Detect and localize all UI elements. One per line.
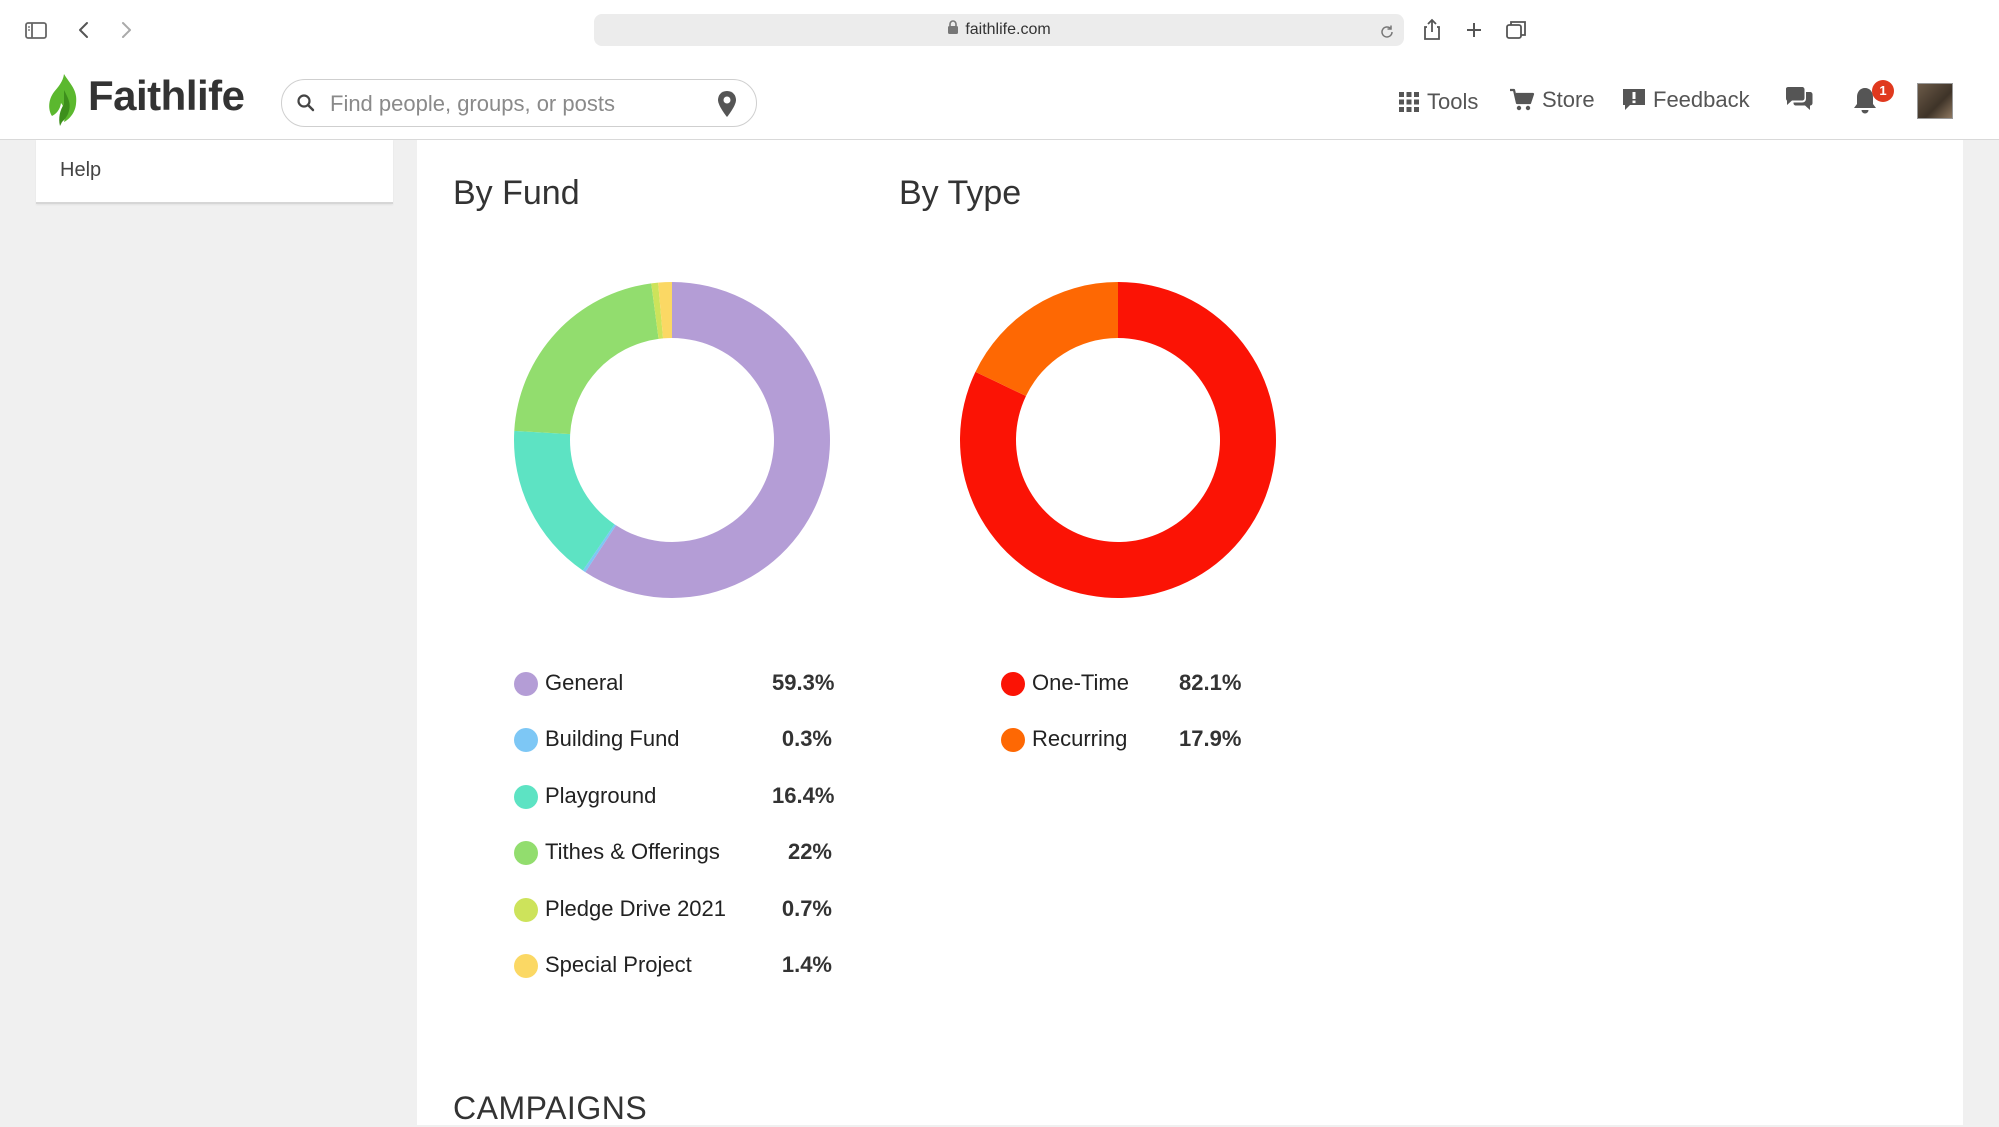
campaigns-heading: CAMPAIGNS: [453, 1090, 648, 1126]
search-box[interactable]: [281, 79, 757, 127]
legend-percent: 59.3%: [772, 670, 835, 695]
donut-slice-pledge-drive-2021[interactable]: [651, 282, 664, 339]
donut-slice-building-fund[interactable]: [582, 524, 617, 573]
legend-percent: 22%: [787, 839, 832, 865]
legend-item: General 59.3%: [514, 670, 834, 726]
legend-label: General: [545, 670, 624, 695]
feedback-nav[interactable]: Feedback: [1622, 84, 1750, 116]
search-icon: [296, 93, 316, 118]
legend-item: Recurring 17.9%: [1001, 726, 1261, 782]
legend-label: Special Project: [545, 951, 692, 977]
sidebar-menu: Help: [36, 140, 393, 204]
brand-logo-text[interactable]: Faithlife: [88, 72, 245, 119]
by-fund-legend: General 59.3% Building Fund 0.3% Playground 1…: [514, 670, 834, 1008]
legend-item: Tithes & Offerings 22%: [514, 839, 834, 895]
forward-icon[interactable]: [110, 14, 142, 46]
donut-slice-tithes-offerings[interactable]: [514, 283, 659, 435]
legend-percent: 0.3%: [781, 726, 832, 752]
legend-label: Playground: [545, 782, 657, 808]
apps-grid-icon: [1399, 92, 1419, 112]
legend-color-dot: [514, 784, 538, 809]
legend-label: Pledge Drive 2021: [545, 895, 727, 921]
sidebar-item-help[interactable]: Help: [60, 159, 102, 181]
feedback-label: Feedback: [1653, 87, 1750, 112]
notifications-bell-icon[interactable]: [1851, 86, 1879, 121]
donut-slice-general[interactable]: [585, 282, 830, 598]
site-header: Faithlife Tools Store Feedback: [0, 60, 1999, 140]
store-nav[interactable]: Store: [1509, 84, 1595, 116]
legend-label: Building Fund: [545, 726, 680, 752]
main-panel: By Fund By Type General 59.3% Building Fun…: [417, 140, 1963, 1126]
new-tab-icon[interactable]: [1458, 14, 1490, 46]
legend-color-dot: [1001, 728, 1025, 753]
donut-slice-playground[interactable]: [514, 430, 615, 571]
legend-label: Recurring: [1032, 726, 1128, 752]
share-icon[interactable]: [1416, 14, 1448, 46]
donut-slice-recurring[interactable]: [975, 282, 1118, 396]
avatar[interactable]: [1917, 83, 1953, 119]
by-fund-donut-chart: [514, 282, 830, 598]
legend-percent: 17.9%: [1179, 726, 1242, 752]
by-fund-title: By Fund: [453, 174, 580, 212]
by-type-legend: One-Time 82.1% Recurring 17.9%: [1001, 670, 1261, 783]
store-label: Store: [1542, 87, 1595, 112]
legend-color-dot: [514, 897, 538, 922]
by-type-donut-chart: [960, 282, 1276, 598]
donut-slice-one-time[interactable]: [960, 282, 1276, 598]
faithlife-flame-icon[interactable]: [44, 70, 84, 130]
legend-percent: 1.4%: [781, 951, 832, 977]
by-type-title: By Type: [899, 174, 1022, 212]
legend-color-dot: [514, 672, 538, 696]
browser-toolbar: faithlife.com: [0, 0, 1999, 60]
legend-item: Pledge Drive 2021 0.7%: [514, 896, 834, 952]
legend-percent: 0.7%: [781, 895, 832, 921]
legend-percent: 16.4%: [772, 782, 835, 808]
legend-percent: 82.1%: [1179, 670, 1242, 695]
legend-label: One-Time: [1032, 670, 1129, 695]
sidebar-toggle-icon[interactable]: [20, 14, 52, 46]
reload-icon[interactable]: [1378, 21, 1396, 53]
tools-label: Tools: [1427, 89, 1479, 114]
tools-nav[interactable]: Tools: [1398, 86, 1478, 118]
legend-color-dot: [514, 841, 538, 866]
legend-label: Tithes & Offerings: [545, 839, 720, 865]
tab-overview-icon[interactable]: [1500, 14, 1532, 46]
url-text: faithlife.com: [965, 21, 1051, 39]
location-pin-icon[interactable]: [716, 90, 738, 123]
back-icon[interactable]: [68, 14, 100, 46]
legend-color-dot: [514, 728, 538, 753]
legend-color-dot: [1001, 672, 1025, 696]
address-bar[interactable]: faithlife.com: [594, 14, 1404, 46]
cart-icon: [1510, 88, 1535, 111]
donut-slice-special-project[interactable]: [658, 282, 672, 339]
notification-badge: 1: [1872, 80, 1894, 102]
legend-color-dot: [514, 953, 538, 978]
messages-icon[interactable]: [1784, 86, 1814, 119]
lock-icon: [947, 14, 959, 46]
legend-item: Special Project 1.4%: [514, 952, 834, 1008]
feedback-icon: [1623, 89, 1645, 110]
legend-item: Playground 16.4%: [514, 783, 834, 839]
search-input[interactable]: [328, 88, 692, 120]
legend-item: Building Fund 0.3%: [514, 726, 834, 782]
legend-item: One-Time 82.1%: [1001, 670, 1261, 726]
